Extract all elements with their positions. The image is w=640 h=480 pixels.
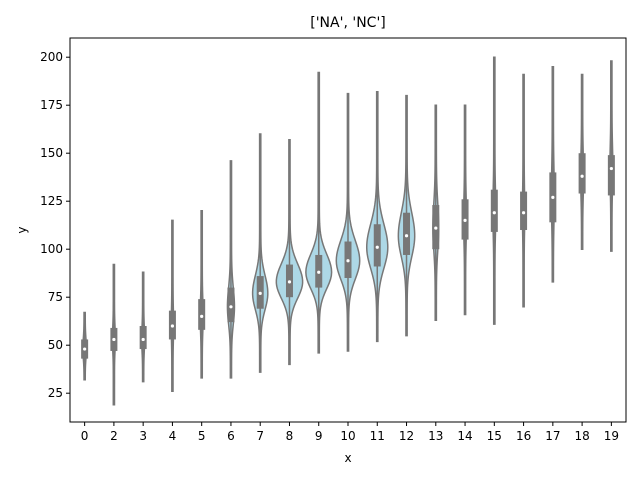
x-tick-label: 5 (198, 429, 206, 443)
chart-title: ['NA', 'NC'] (310, 15, 386, 31)
y-axis: 25 50 75 100 125 150 175 200 (40, 50, 70, 400)
violin-iqr-box-19 (607, 155, 615, 196)
violin-median-19 (609, 166, 613, 171)
x-tick-label: 16 (516, 429, 531, 443)
violin-iqr-box-6 (227, 287, 235, 323)
violin-iqr-box-18 (578, 153, 586, 194)
y-tick-label: 50 (48, 338, 63, 352)
x-tick-label: 15 (487, 429, 502, 443)
violin-median-5 (200, 314, 204, 318)
x-tick-label: 6 (227, 429, 235, 443)
x-tick-label: 12 (399, 429, 414, 443)
violin-median-2 (112, 337, 116, 342)
x-tick-label: 18 (574, 429, 589, 443)
x-tick-label: 7 (256, 429, 264, 443)
x-tick-label: 13 (428, 429, 443, 443)
y-axis-label: y (15, 226, 29, 233)
violin-median-18 (580, 174, 584, 178)
plot-frame (69, 37, 627, 423)
x-tick-label: 19 (604, 429, 619, 443)
violin-median-0 (83, 347, 87, 351)
y-tick-label: 75 (48, 290, 63, 304)
violin-median-4 (170, 324, 175, 328)
y-tick-label: 150 (40, 146, 63, 160)
violin-iqr-box-12 (403, 212, 411, 255)
x-tick-label: 3 (139, 429, 147, 443)
violin-median-13 (434, 226, 438, 230)
violin-median-8 (287, 280, 292, 284)
x-axis: 0 2 3 4 5 6 7 8 9 10 11 12 13 14 15 16 17 18 19 (81, 422, 619, 443)
violin-median-3 (141, 337, 145, 342)
x-tick-label: 17 (545, 429, 560, 443)
violin-median-14 (463, 218, 467, 222)
x-tick-label: 2 (110, 429, 118, 443)
x-tick-label: 4 (169, 429, 177, 443)
violin-median-15 (492, 211, 496, 215)
violin-iqr-box-3 (139, 326, 147, 350)
x-tick-label: 10 (340, 429, 355, 443)
x-tick-label: 14 (457, 429, 472, 443)
x-tick-label: 0 (81, 429, 89, 443)
violin-iqr-box-16 (520, 191, 528, 230)
violin-median-17 (551, 195, 555, 199)
x-tick-label: 11 (370, 429, 385, 443)
violin-iqr-box-5 (198, 299, 206, 330)
violin-median-6 (229, 305, 233, 309)
violin-median-12 (404, 234, 409, 238)
violins-layer (81, 56, 615, 406)
violin-median-16 (521, 211, 526, 215)
y-tick-label: 200 (40, 50, 63, 64)
violin-iqr-box-15 (490, 189, 498, 232)
violin-median-7 (258, 291, 262, 295)
y-tick-label: 100 (40, 242, 63, 256)
violin-iqr-box-11 (373, 224, 381, 267)
x-tick-label: 9 (315, 429, 323, 443)
y-tick-label: 175 (40, 98, 63, 112)
y-tick-label: 125 (40, 194, 63, 208)
x-axis-label: x (344, 451, 351, 465)
x-tick-label: 8 (286, 429, 294, 443)
violin-median-9 (317, 270, 321, 274)
y-tick-label: 25 (48, 386, 63, 400)
violin-median-11 (375, 245, 379, 249)
violin-median-10 (346, 259, 350, 263)
